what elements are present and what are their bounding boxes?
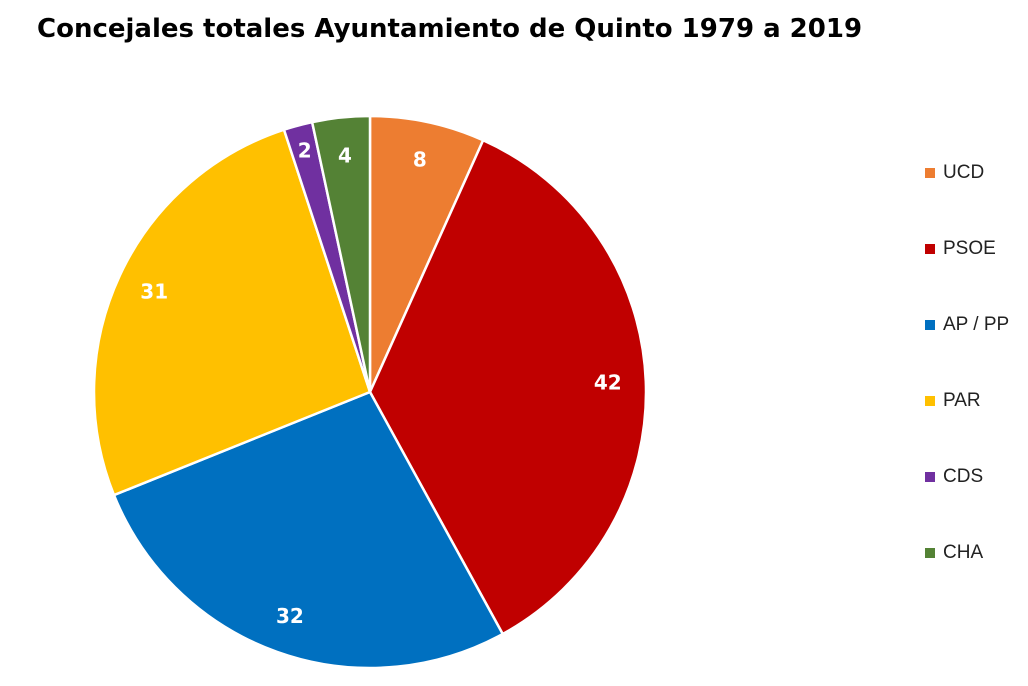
- pie-slice-ap-pp: [112, 390, 504, 670]
- legend-item-ap-pp: AP / PP: [925, 312, 1009, 338]
- legend-swatch: [925, 548, 935, 558]
- data-label-ucd: 8: [413, 147, 427, 171]
- pie-slices: [92, 114, 648, 670]
- pie-slice-cha: [310, 114, 372, 394]
- legend-label: UCD: [943, 162, 985, 183]
- legend-item-psoe: PSOE: [925, 236, 996, 262]
- pie-slice-ucd: [368, 114, 485, 394]
- data-label-cds: 2: [298, 139, 312, 163]
- legend-swatch: [925, 472, 935, 482]
- legend-item-ucd: UCD: [925, 160, 984, 186]
- legend-item-cha: CHA: [925, 540, 983, 566]
- data-label-ap-pp: 32: [276, 604, 304, 628]
- legend-swatch: [925, 168, 935, 178]
- chart-title: Concejales totales Ayuntamiento de Quint…: [37, 14, 863, 44]
- data-label-cha: 4: [338, 143, 352, 167]
- legend-label: PSOE: [943, 238, 996, 259]
- legend-label: CDS: [943, 466, 984, 487]
- legend-label: PAR: [943, 390, 981, 411]
- slice-labels: 8 42 32 31 2 4: [140, 139, 621, 628]
- legend-item-cds: CDS: [925, 464, 983, 490]
- legend-swatch: [925, 320, 935, 330]
- legend-item-par: PAR: [925, 388, 981, 414]
- legend-swatch: [925, 396, 935, 406]
- data-label-psoe: 42: [594, 371, 622, 395]
- data-label-par: 31: [140, 280, 168, 304]
- legend-swatch: [925, 244, 935, 254]
- pie-slice-psoe: [368, 139, 648, 636]
- legend-label: CHA: [943, 542, 984, 563]
- pie-slice-par: [92, 128, 372, 497]
- legend-label: AP / PP: [943, 314, 1010, 335]
